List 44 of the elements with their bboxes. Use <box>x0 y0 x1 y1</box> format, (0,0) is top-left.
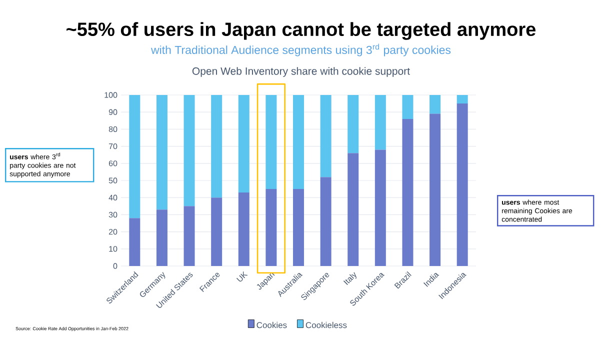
bar <box>456 95 468 104</box>
bar <box>266 95 277 190</box>
text: Open Web Inventory share with cookie support <box>192 67 410 77</box>
y-tick-label: 0 <box>113 263 118 269</box>
bar <box>456 104 468 266</box>
x-tick-label: UK <box>236 271 248 282</box>
bar <box>293 189 304 266</box>
y-tick-label: 40 <box>108 194 118 200</box>
legend-label: Cookies <box>256 322 287 328</box>
bar <box>293 95 304 190</box>
bar <box>211 198 222 266</box>
bar <box>211 95 222 198</box>
bar <box>238 192 250 266</box>
chart-subtitle: with Traditional Audience segments using 3$^{rd}$ party cookies <box>150 44 451 56</box>
bar <box>320 95 332 178</box>
bar <box>238 95 250 192</box>
y-tick-label: 60 <box>108 160 118 166</box>
bar <box>348 95 359 154</box>
bar <box>266 189 277 266</box>
bar <box>430 95 441 114</box>
bar <box>348 153 359 266</box>
y-tick-label: 20 <box>108 228 118 235</box>
bar <box>402 95 414 119</box>
bar <box>184 95 195 206</box>
bar <box>374 95 386 150</box>
y-tick-label: 100 <box>104 92 118 98</box>
bar <box>374 150 386 266</box>
legend-label: Cookieless <box>306 322 347 328</box>
chart-title: ~55% of users in Japan cannot be targeted anymore <box>66 22 536 40</box>
y-tick-label: 50 <box>108 178 118 184</box>
x-tick-label: Italy <box>343 272 356 285</box>
bar <box>184 206 195 266</box>
bar <box>129 218 140 266</box>
bar <box>129 95 140 218</box>
bar <box>156 210 168 266</box>
y-tick-label: 80 <box>108 126 118 132</box>
y-tick-label: 10 <box>109 246 118 252</box>
bar <box>320 177 332 266</box>
y-tick-label: 90 <box>108 109 118 115</box>
y-tick-label: 70 <box>108 143 118 150</box>
bar <box>156 95 168 210</box>
bar <box>430 114 441 266</box>
bar <box>402 118 414 266</box>
y-tick-label: 30 <box>108 212 118 218</box>
